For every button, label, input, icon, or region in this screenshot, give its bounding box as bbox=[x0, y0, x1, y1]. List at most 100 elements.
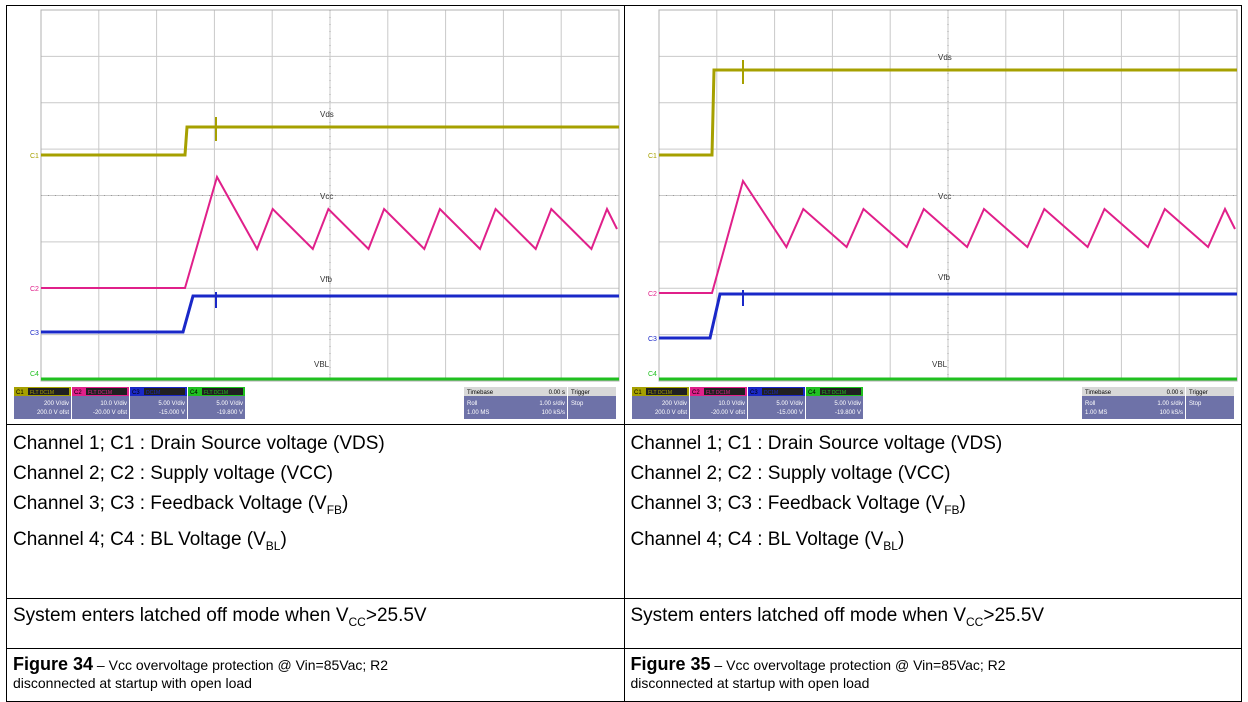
svg-text:-20.00 V ofst: -20.00 V ofst bbox=[710, 410, 744, 416]
scope-display: Vds Vcc Vfb VBL C1 C2 C3 C4 C1 FLT DC1M 200 V/div 2… bbox=[12, 9, 620, 421]
channel-marker-c4: C4 bbox=[648, 371, 657, 378]
channel-info-c2: C2 FLT DC1M 10.0 V/div -20.00 V ofst bbox=[689, 387, 747, 419]
svg-text:100 kS/s: 100 kS/s bbox=[1159, 410, 1182, 416]
figure-caption-text: Vcc overvoltage protection @ Vin=85Vac; … bbox=[726, 657, 1006, 673]
vfb-label: Vfb bbox=[938, 273, 951, 282]
channel-info-c4: C4 FLT DC1M 5.00 V/div -19.800 V bbox=[188, 387, 245, 419]
svg-text:C1: C1 bbox=[634, 390, 642, 396]
svg-text:5.00 V/div: 5.00 V/div bbox=[834, 401, 861, 407]
svg-text:Roll: Roll bbox=[1085, 401, 1095, 407]
channel-info-c3: C3 DC1M 5.00 V/div -15.000 V bbox=[747, 387, 805, 419]
vcc-label: Vcc bbox=[320, 192, 333, 201]
svg-text:Roll: Roll bbox=[467, 401, 477, 407]
svg-text:1.00 s/div: 1.00 s/div bbox=[1157, 401, 1183, 407]
channel-2-caption: Channel 2; C2 : Supply voltage (VCC) bbox=[630, 463, 951, 484]
figure-caption-left: Figure 34 – Vcc overvoltage protection @… bbox=[6, 648, 625, 702]
vbl-label: VBL bbox=[314, 360, 330, 369]
channel-4-caption: Channel 4; C4 : BL Voltage (VBL) bbox=[630, 528, 905, 553]
figure-label: Figure 34 bbox=[13, 654, 94, 674]
latch-status-text: System enters latched off mode when VCC>… bbox=[13, 605, 427, 629]
trace-vds bbox=[41, 125, 619, 157]
svg-text:100 kS/s: 100 kS/s bbox=[542, 410, 565, 416]
channel-captions-right: Channel 1; C1 : Drain Source voltage (VD… bbox=[623, 424, 1242, 599]
trigger-info: Trigger Stop bbox=[1185, 387, 1234, 419]
channel-marker-c2: C2 bbox=[648, 291, 657, 298]
vcc-label: Vcc bbox=[938, 192, 951, 201]
svg-text:5.00 V/div: 5.00 V/div bbox=[158, 401, 185, 407]
figure-caption-right: Figure 35 – Vcc overvoltage protection @… bbox=[623, 648, 1242, 702]
timebase-info: Timebase 0.00 s Roll 1.00 s/div 1.00 MS 100 k… bbox=[464, 387, 567, 419]
svg-text:1.00 s/div: 1.00 s/div bbox=[539, 401, 565, 407]
svg-text:C2: C2 bbox=[74, 390, 82, 396]
latch-status-text: System enters latched off mode when VCC>… bbox=[630, 605, 1045, 629]
svg-text:FLT DC1M: FLT DC1M bbox=[822, 390, 846, 396]
channel-2-caption: Channel 2; C2 : Supply voltage (VCC) bbox=[13, 463, 333, 484]
timebase-info: Timebase 0.00 s Roll 1.00 s/div 1.00 MS 100 k… bbox=[1081, 387, 1185, 419]
svg-text:Stop: Stop bbox=[1189, 401, 1202, 407]
channel-info-c1: C1 FLT DC1M 200 V/div 200.0 V ofst bbox=[631, 387, 689, 419]
svg-text:5.00 V/div: 5.00 V/div bbox=[776, 401, 803, 407]
channel-marker-c1: C1 bbox=[648, 153, 657, 160]
svg-text:0.00 s: 0.00 s bbox=[549, 390, 565, 396]
channel-marker-c2: C2 bbox=[30, 286, 39, 293]
svg-text:DC1M: DC1M bbox=[146, 390, 160, 396]
svg-text:C3: C3 bbox=[132, 390, 140, 396]
channel-3-caption: Channel 3; C3 : Feedback Voltage (VFB) bbox=[630, 493, 966, 517]
svg-text:C4: C4 bbox=[808, 390, 816, 396]
oscilloscope-screenshot-left: Vds Vcc Vfb VBL C1 C2 C3 C4 C1 FLT DC1M 200 V/div 2… bbox=[12, 9, 620, 421]
figure-table: Vds Vcc Vfb VBL C1 C2 C3 C4 C1 FLT DC1M 200 V/div 2… bbox=[6, 5, 1242, 702]
svg-text:-19.800 V: -19.800 V bbox=[834, 410, 860, 416]
channel-marker-c4: C4 bbox=[30, 371, 39, 378]
channel-info-c3: C3 DC1M 5.00 V/div -15.000 V bbox=[130, 387, 187, 419]
svg-text:FLT DC1M: FLT DC1M bbox=[204, 390, 228, 396]
svg-text:1.00 MS: 1.00 MS bbox=[467, 410, 489, 416]
svg-text:-15.000 V: -15.000 V bbox=[159, 410, 185, 416]
channel-marker-c1: C1 bbox=[30, 153, 39, 160]
svg-text:C3: C3 bbox=[750, 390, 758, 396]
svg-text:DC1M: DC1M bbox=[764, 390, 778, 396]
figure-caption-text: Vcc overvoltage protection @ Vin=85Vac; … bbox=[108, 657, 389, 673]
scope-grid bbox=[40, 9, 620, 382]
channel-marker-c3: C3 bbox=[648, 336, 657, 343]
trigger-info: Trigger Stop bbox=[568, 387, 616, 419]
svg-text:200 V/div: 200 V/div bbox=[661, 401, 686, 407]
vds-label: Vds bbox=[320, 110, 334, 119]
channel-4-caption: Channel 4; C4 : BL Voltage (VBL) bbox=[13, 528, 287, 553]
figure-label: Figure 35 bbox=[630, 654, 711, 674]
trace-vfb bbox=[41, 294, 619, 334]
svg-text:-19.800 V: -19.800 V bbox=[217, 410, 243, 416]
svg-text:Trigger: Trigger bbox=[571, 390, 590, 396]
channel-info-c1: C1 FLT DC1M 200 V/div 200.0 V ofst bbox=[14, 387, 71, 419]
status-cell-left: System enters latched off mode when VCC>… bbox=[6, 598, 625, 649]
svg-text:C2: C2 bbox=[692, 390, 700, 396]
vbl-label: VBL bbox=[932, 360, 948, 369]
channel-captions-left: Channel 1; C1 : Drain Source voltage (VD… bbox=[6, 424, 625, 599]
scope-display: Vds Vcc Vfb VBL C1 C2 C3 C4 C1 FLT DC1M 200 V/div 2… bbox=[629, 9, 1238, 421]
svg-text:FLT DC1M: FLT DC1M bbox=[648, 390, 672, 396]
channel-1-caption: Channel 1; C1 : Drain Source voltage (VD… bbox=[13, 433, 385, 454]
svg-text:200.0 V ofst: 200.0 V ofst bbox=[37, 410, 69, 416]
svg-text:FLT DC1M: FLT DC1M bbox=[706, 390, 730, 396]
svg-text:10.0 V/div: 10.0 V/div bbox=[100, 401, 127, 407]
svg-text:Timebase: Timebase bbox=[467, 390, 494, 396]
status-cell-right: System enters latched off mode when VCC>… bbox=[623, 598, 1242, 649]
scope-cell-right: Vds Vcc Vfb VBL C1 C2 C3 C4 C1 FLT DC1M 200 V/div 2… bbox=[623, 5, 1242, 425]
svg-text:10.0 V/div: 10.0 V/div bbox=[718, 401, 745, 407]
svg-text:FLT DC1M: FLT DC1M bbox=[88, 390, 112, 396]
svg-text:-20.00 V ofst: -20.00 V ofst bbox=[93, 410, 127, 416]
channel-info-c4: C4 FLT DC1M 5.00 V/div -19.800 V bbox=[805, 387, 863, 419]
svg-text:-15.000 V: -15.000 V bbox=[776, 410, 802, 416]
channel-3-caption: Channel 3; C3 : Feedback Voltage (VFB) bbox=[13, 493, 349, 517]
scope-cell-left: Vds Vcc Vfb VBL C1 C2 C3 C4 C1 FLT DC1M 200 V/div 2… bbox=[6, 5, 625, 425]
oscilloscope-screenshot-right: Vds Vcc Vfb VBL C1 C2 C3 C4 C1 FLT DC1M 200 V/div 2… bbox=[629, 9, 1238, 421]
svg-text:Timebase: Timebase bbox=[1085, 390, 1112, 396]
svg-text:1.00 MS: 1.00 MS bbox=[1085, 410, 1107, 416]
svg-text:0.00 s: 0.00 s bbox=[1166, 390, 1182, 396]
svg-text:Stop: Stop bbox=[571, 401, 584, 407]
trace-vds bbox=[658, 68, 1237, 157]
figure-caption-text-2: disconnected at startup with open load bbox=[13, 675, 252, 691]
svg-text:200 V/div: 200 V/div bbox=[44, 401, 69, 407]
svg-text:FLT DC1M: FLT DC1M bbox=[30, 390, 54, 396]
svg-text:200.0 V ofst: 200.0 V ofst bbox=[654, 410, 686, 416]
figure-caption-text-2: disconnected at startup with open load bbox=[630, 675, 870, 691]
